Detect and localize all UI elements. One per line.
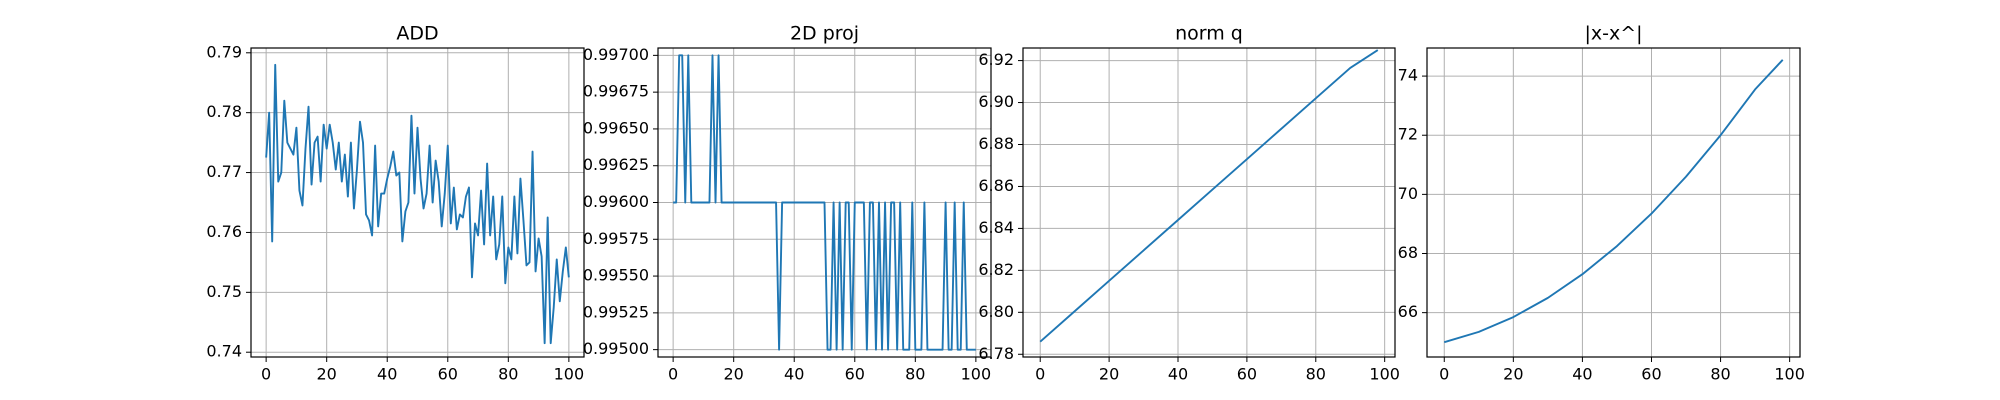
x-tick-label: 60: [1641, 365, 1661, 384]
x-tick-label: 80: [905, 365, 925, 384]
x-tick-label: 100: [554, 365, 585, 384]
x-tick-label: 20: [1503, 365, 1523, 384]
y-tick-label: 6.92: [978, 50, 1014, 69]
y-tick-label: 6.88: [978, 134, 1014, 153]
y-tick-label: 0.99550: [583, 266, 649, 285]
y-tick-label: 68: [1398, 243, 1418, 262]
x-tick-label: 40: [1168, 365, 1188, 384]
chart-title: ADD: [396, 23, 438, 45]
axes-frame: [657, 47, 992, 358]
x-tick-label: 80: [498, 365, 518, 384]
x-tick-label: 20: [724, 365, 744, 384]
x-tick-label: 80: [1710, 365, 1730, 384]
y-tick-label: 0.99600: [583, 192, 649, 211]
axes-frame: [1022, 47, 1396, 358]
x-tick-label: 20: [317, 365, 337, 384]
x-tick-label: 100: [1369, 365, 1400, 384]
y-tick-label: 6.80: [978, 302, 1014, 321]
y-tick-label: 0.76: [206, 222, 242, 241]
y-tick-label: 74: [1398, 66, 1418, 85]
y-tick-label: 0.99675: [583, 82, 649, 101]
y-tick-label: 0.99650: [583, 118, 649, 137]
x-tick-label: 0: [261, 365, 271, 384]
x-tick-label: 0: [1035, 365, 1045, 384]
chart-title: norm q: [1175, 23, 1243, 45]
x-tick-label: 20: [1099, 365, 1119, 384]
data-line: [265, 63, 570, 345]
x-tick-label: 100: [1774, 365, 1805, 384]
data-line: [1443, 59, 1784, 344]
x-tick-label: 60: [1237, 365, 1257, 384]
axes-frame: [1426, 47, 1801, 358]
chart-title: |x-x^|: [1584, 23, 1642, 45]
y-tick-label: 0.99525: [583, 302, 649, 321]
x-tick-label: 40: [377, 365, 397, 384]
y-tick-label: 6.86: [978, 176, 1014, 195]
y-tick-label: 0.75: [206, 282, 242, 301]
y-tick-label: 66: [1398, 302, 1418, 321]
x-tick-label: 100: [961, 365, 992, 384]
y-tick-label: 6.78: [978, 344, 1014, 363]
y-tick-label: 0.99625: [583, 155, 649, 174]
x-tick-label: 60: [845, 365, 865, 384]
x-tick-label: 40: [1572, 365, 1592, 384]
data-line: [673, 54, 976, 351]
chart-title: 2D proj: [790, 23, 859, 45]
y-tick-label: 6.82: [978, 260, 1014, 279]
y-tick-label: 0.79: [206, 42, 242, 61]
x-tick-label: 40: [784, 365, 804, 384]
y-tick-label: 0.74: [206, 342, 242, 361]
y-tick-label: 70: [1398, 184, 1418, 203]
y-tick-label: 0.78: [206, 102, 242, 121]
y-tick-label: 72: [1398, 125, 1418, 144]
x-tick-label: 0: [1439, 365, 1449, 384]
x-tick-label: 60: [438, 365, 458, 384]
y-tick-label: 0.99575: [583, 229, 649, 248]
axes-frame: [250, 47, 585, 358]
y-tick-label: 0.99700: [583, 45, 649, 64]
data-line: [1039, 49, 1379, 343]
y-tick-label: 0.99500: [583, 339, 649, 358]
x-tick-label: 80: [1306, 365, 1326, 384]
y-tick-label: 6.90: [978, 92, 1014, 111]
y-tick-label: 0.77: [206, 162, 242, 181]
y-tick-label: 6.84: [978, 218, 1014, 237]
x-tick-label: 0: [668, 365, 678, 384]
